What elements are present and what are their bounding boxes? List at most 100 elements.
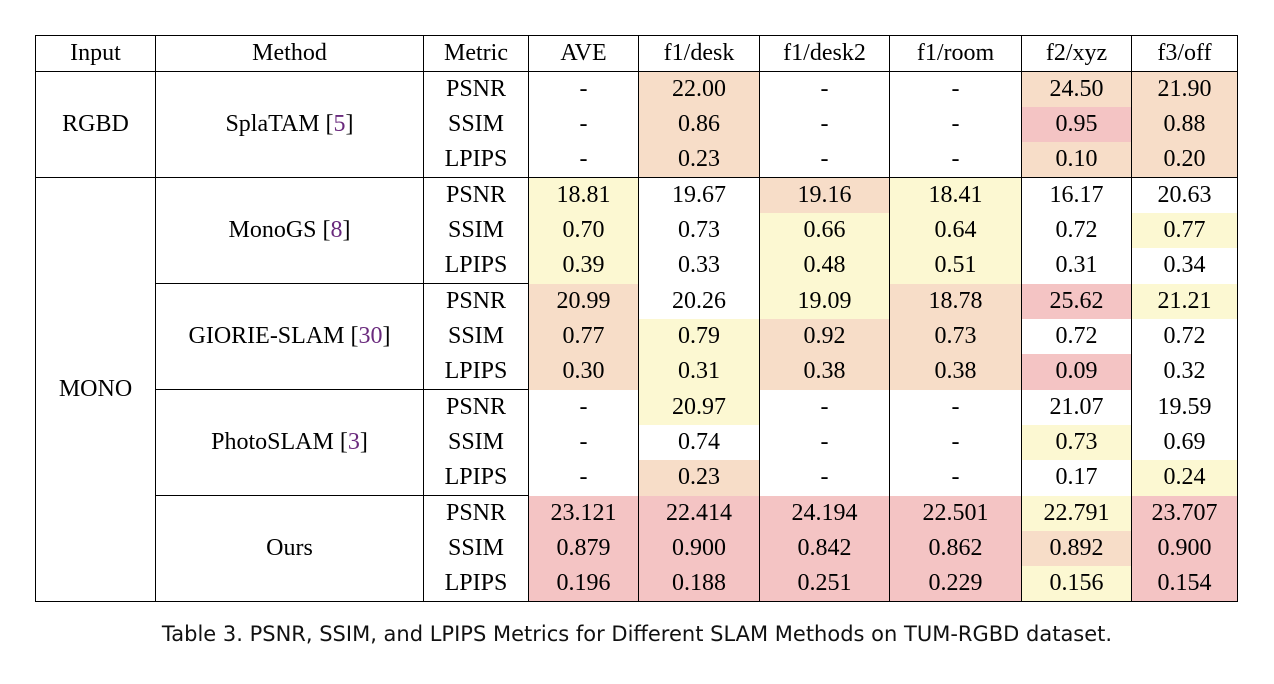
column-header: f1/desk2 [759, 35, 890, 72]
value-cell: 0.31 [638, 354, 760, 390]
method-name: GIORIE-SLAM [188, 323, 345, 349]
table-row: RGBD SplaTAM [5] PSNR -22.00- -24.50 21.90 [35, 71, 1238, 178]
value-cell: - [528, 71, 639, 107]
value-cell: 0.73 [638, 213, 760, 248]
table-row: LPIPS -0.23- -0.17 0.24 [36, 460, 1238, 496]
value-cell: 0.229 [889, 566, 1022, 602]
value-cell: 0.70 [528, 213, 639, 248]
value-cell: 0.30 [528, 354, 639, 390]
value-cell: 0.31 [1021, 248, 1132, 284]
value-cell: 0.34 [1163, 252, 1206, 279]
method-cell: PhotoSLAM [3] [155, 389, 424, 496]
value-cell: - [889, 142, 1022, 178]
value-cell: 22.791 [1021, 495, 1132, 531]
method-cell: MonoGS [8] [155, 177, 424, 284]
metric-cell: LPIPS [423, 142, 529, 178]
value-cell: 22.414 [638, 495, 760, 531]
table-row: LPIPS 0.30 0.31 0.38 0.38 0.09 0.32 [36, 354, 1238, 390]
table-row: LPIPS 0.39 0.33 0.48 0.51 0.31 0.34 [36, 248, 1238, 284]
value-cell: - [528, 425, 639, 460]
value-cell: - [759, 107, 890, 142]
value-cell: 0.196 [528, 566, 639, 602]
value-cell: 0.38 [759, 354, 890, 390]
column-header: f1/desk [638, 35, 760, 72]
value-cell: 0.72 [1021, 319, 1132, 354]
value-cell: 0.24 [1131, 460, 1238, 496]
citation-link[interactable]: 3 [347, 429, 360, 455]
value-cell: 20.97 [638, 389, 760, 425]
column-header: Method [155, 35, 424, 72]
value-cell: - [528, 142, 639, 178]
value-cell: - [528, 389, 639, 425]
value-cell: 0.10 [1021, 142, 1132, 178]
value-cell: 0.154 [1131, 566, 1238, 602]
metric-cell: SSIM [423, 531, 529, 566]
metric-cell: PSNR [423, 283, 529, 319]
value-cell: 0.188 [638, 566, 760, 602]
table-row: SSIM 0.77 0.79 0.92 0.73 0.72 0.72 [36, 319, 1238, 354]
table-row: PhotoSLAM [3] PSNR -20.97- -21.07 19.59 [36, 389, 1238, 496]
value-cell: 19.59 [1157, 393, 1212, 420]
method-name: SplaTAM [225, 111, 320, 137]
value-cell: 0.862 [889, 531, 1022, 566]
column-header: AVE [528, 35, 639, 72]
value-cell: - [889, 389, 1022, 425]
value-cell: 0.900 [1131, 531, 1238, 566]
value-cell: 0.88 [1131, 107, 1238, 142]
value-cell: 0.73 [1021, 425, 1132, 460]
value-cell: - [889, 71, 1022, 107]
value-cell: 19.16 [759, 177, 890, 213]
method-cell: GIORIE-SLAM [30] [155, 283, 424, 390]
value-cell: - [759, 142, 890, 178]
value-cell: 24.194 [759, 495, 890, 531]
table-row: Ours PSNR 23.121 22.414 24.194 22.501 22.791 23… [36, 495, 1238, 602]
table-row: LPIPS 0.196 0.188 0.251 0.229 0.156 0.154 [36, 566, 1238, 602]
value-cell: - [759, 71, 890, 107]
value-cell: - [889, 460, 1022, 496]
citation-link[interactable]: 5 [333, 111, 346, 137]
table-row: GIORIE-SLAM [30] PSNR 20.99 20.26 19.09 18.78… [36, 283, 1238, 390]
value-cell: 0.33 [638, 248, 760, 284]
value-cell: 0.20 [1131, 142, 1238, 178]
value-cell: 0.842 [759, 531, 890, 566]
value-cell: 21.07 [1021, 389, 1132, 425]
value-cell: 18.78 [889, 283, 1022, 319]
value-cell: 0.156 [1021, 566, 1132, 602]
value-cell: 0.251 [759, 566, 890, 602]
value-cell: 25.62 [1021, 283, 1132, 319]
column-header: Input [35, 35, 156, 72]
citation-link[interactable]: 30 [358, 323, 383, 349]
method-cell: SplaTAM [5] [155, 71, 424, 178]
value-cell: 0.892 [1021, 531, 1132, 566]
value-cell: 16.17 [1021, 177, 1132, 213]
table-row: SSIM -0.86- -0.95 0.88 [36, 107, 1238, 142]
method-name: PhotoSLAM [211, 429, 334, 455]
value-cell: 18.81 [528, 177, 639, 213]
value-cell: 24.50 [1021, 71, 1132, 107]
value-cell: 0.23 [638, 142, 760, 178]
column-header: f1/room [889, 35, 1022, 72]
metric-cell: SSIM [423, 213, 529, 248]
value-cell: 20.99 [528, 283, 639, 319]
citation-link[interactable]: 8 [330, 217, 343, 243]
table-row: SSIM 0.70 0.73 0.66 0.64 0.72 0.77 [36, 213, 1238, 248]
value-cell: 0.72 [1021, 213, 1132, 248]
value-cell: 0.79 [638, 319, 760, 354]
value-cell: 21.21 [1131, 283, 1238, 319]
value-cell: - [759, 425, 890, 460]
input-cell: RGBD [35, 71, 156, 178]
value-cell: 0.74 [638, 425, 760, 460]
value-cell: 0.32 [1163, 358, 1206, 385]
value-cell: 21.90 [1131, 71, 1238, 107]
value-cell: - [528, 107, 639, 142]
value-cell: 23.121 [528, 495, 639, 531]
column-header: f2/xyz [1021, 35, 1132, 72]
value-cell: 0.77 [528, 319, 639, 354]
header-row: Input Method Metric AVE f1/desk f1/desk2… [35, 35, 1238, 72]
method-cell: Ours [155, 495, 424, 602]
table-row: MONO MonoGS [8] PSNR 18.81 19.67 19.16 18.41 16… [35, 177, 1238, 602]
value-cell: 0.69 [1163, 429, 1206, 455]
metric-cell: LPIPS [423, 248, 529, 284]
metric-cell: LPIPS [423, 566, 529, 602]
value-cell: 0.17 [1021, 460, 1132, 496]
